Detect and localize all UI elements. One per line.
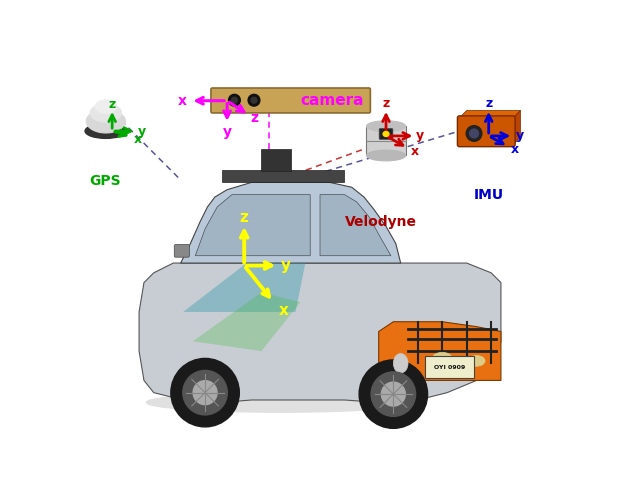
Text: z: z bbox=[382, 97, 390, 110]
Polygon shape bbox=[195, 195, 310, 256]
Circle shape bbox=[193, 381, 217, 405]
Bar bbox=[367, 127, 406, 156]
Polygon shape bbox=[180, 183, 401, 264]
Ellipse shape bbox=[85, 124, 127, 139]
Text: x: x bbox=[178, 94, 187, 107]
Circle shape bbox=[359, 360, 428, 428]
Text: IMU: IMU bbox=[474, 188, 504, 202]
Text: x: x bbox=[412, 145, 419, 158]
Text: z: z bbox=[109, 98, 116, 110]
Polygon shape bbox=[379, 322, 501, 381]
FancyBboxPatch shape bbox=[379, 129, 393, 140]
Circle shape bbox=[371, 372, 415, 417]
Text: camera: camera bbox=[300, 93, 364, 107]
Ellipse shape bbox=[147, 393, 415, 412]
Text: y: y bbox=[138, 124, 145, 137]
Text: y: y bbox=[416, 129, 424, 142]
FancyBboxPatch shape bbox=[211, 89, 371, 114]
Circle shape bbox=[228, 95, 240, 107]
Text: y: y bbox=[223, 125, 232, 139]
Circle shape bbox=[381, 383, 405, 406]
Polygon shape bbox=[320, 195, 391, 256]
Text: z: z bbox=[485, 97, 492, 110]
Circle shape bbox=[248, 95, 260, 107]
Polygon shape bbox=[183, 264, 305, 312]
Ellipse shape bbox=[95, 101, 117, 114]
Circle shape bbox=[183, 371, 227, 415]
Text: y: y bbox=[515, 129, 524, 142]
Ellipse shape bbox=[394, 354, 408, 373]
FancyBboxPatch shape bbox=[174, 245, 189, 258]
Text: y: y bbox=[281, 257, 291, 272]
Text: x: x bbox=[278, 303, 288, 317]
Bar bbox=[261, 150, 291, 172]
FancyBboxPatch shape bbox=[458, 117, 515, 147]
Ellipse shape bbox=[367, 122, 406, 132]
Text: z: z bbox=[240, 210, 249, 224]
Ellipse shape bbox=[367, 151, 406, 162]
Bar bbox=[222, 171, 344, 183]
Polygon shape bbox=[513, 111, 520, 145]
Bar bbox=[425, 356, 474, 378]
Ellipse shape bbox=[433, 352, 452, 365]
Circle shape bbox=[251, 98, 257, 104]
Circle shape bbox=[232, 98, 237, 104]
Text: GPS: GPS bbox=[89, 173, 121, 187]
Ellipse shape bbox=[90, 104, 122, 123]
Text: OYI 0909: OYI 0909 bbox=[434, 365, 465, 369]
Circle shape bbox=[470, 130, 479, 139]
Circle shape bbox=[171, 359, 239, 427]
Text: x: x bbox=[511, 143, 518, 156]
Text: x: x bbox=[134, 133, 142, 145]
Ellipse shape bbox=[86, 110, 125, 134]
Polygon shape bbox=[139, 264, 501, 403]
Text: z: z bbox=[250, 111, 258, 125]
Polygon shape bbox=[460, 111, 520, 119]
Text: Velodyne: Velodyne bbox=[345, 215, 417, 229]
Polygon shape bbox=[193, 293, 300, 351]
Ellipse shape bbox=[383, 132, 389, 137]
Ellipse shape bbox=[468, 356, 485, 366]
Circle shape bbox=[466, 126, 482, 142]
